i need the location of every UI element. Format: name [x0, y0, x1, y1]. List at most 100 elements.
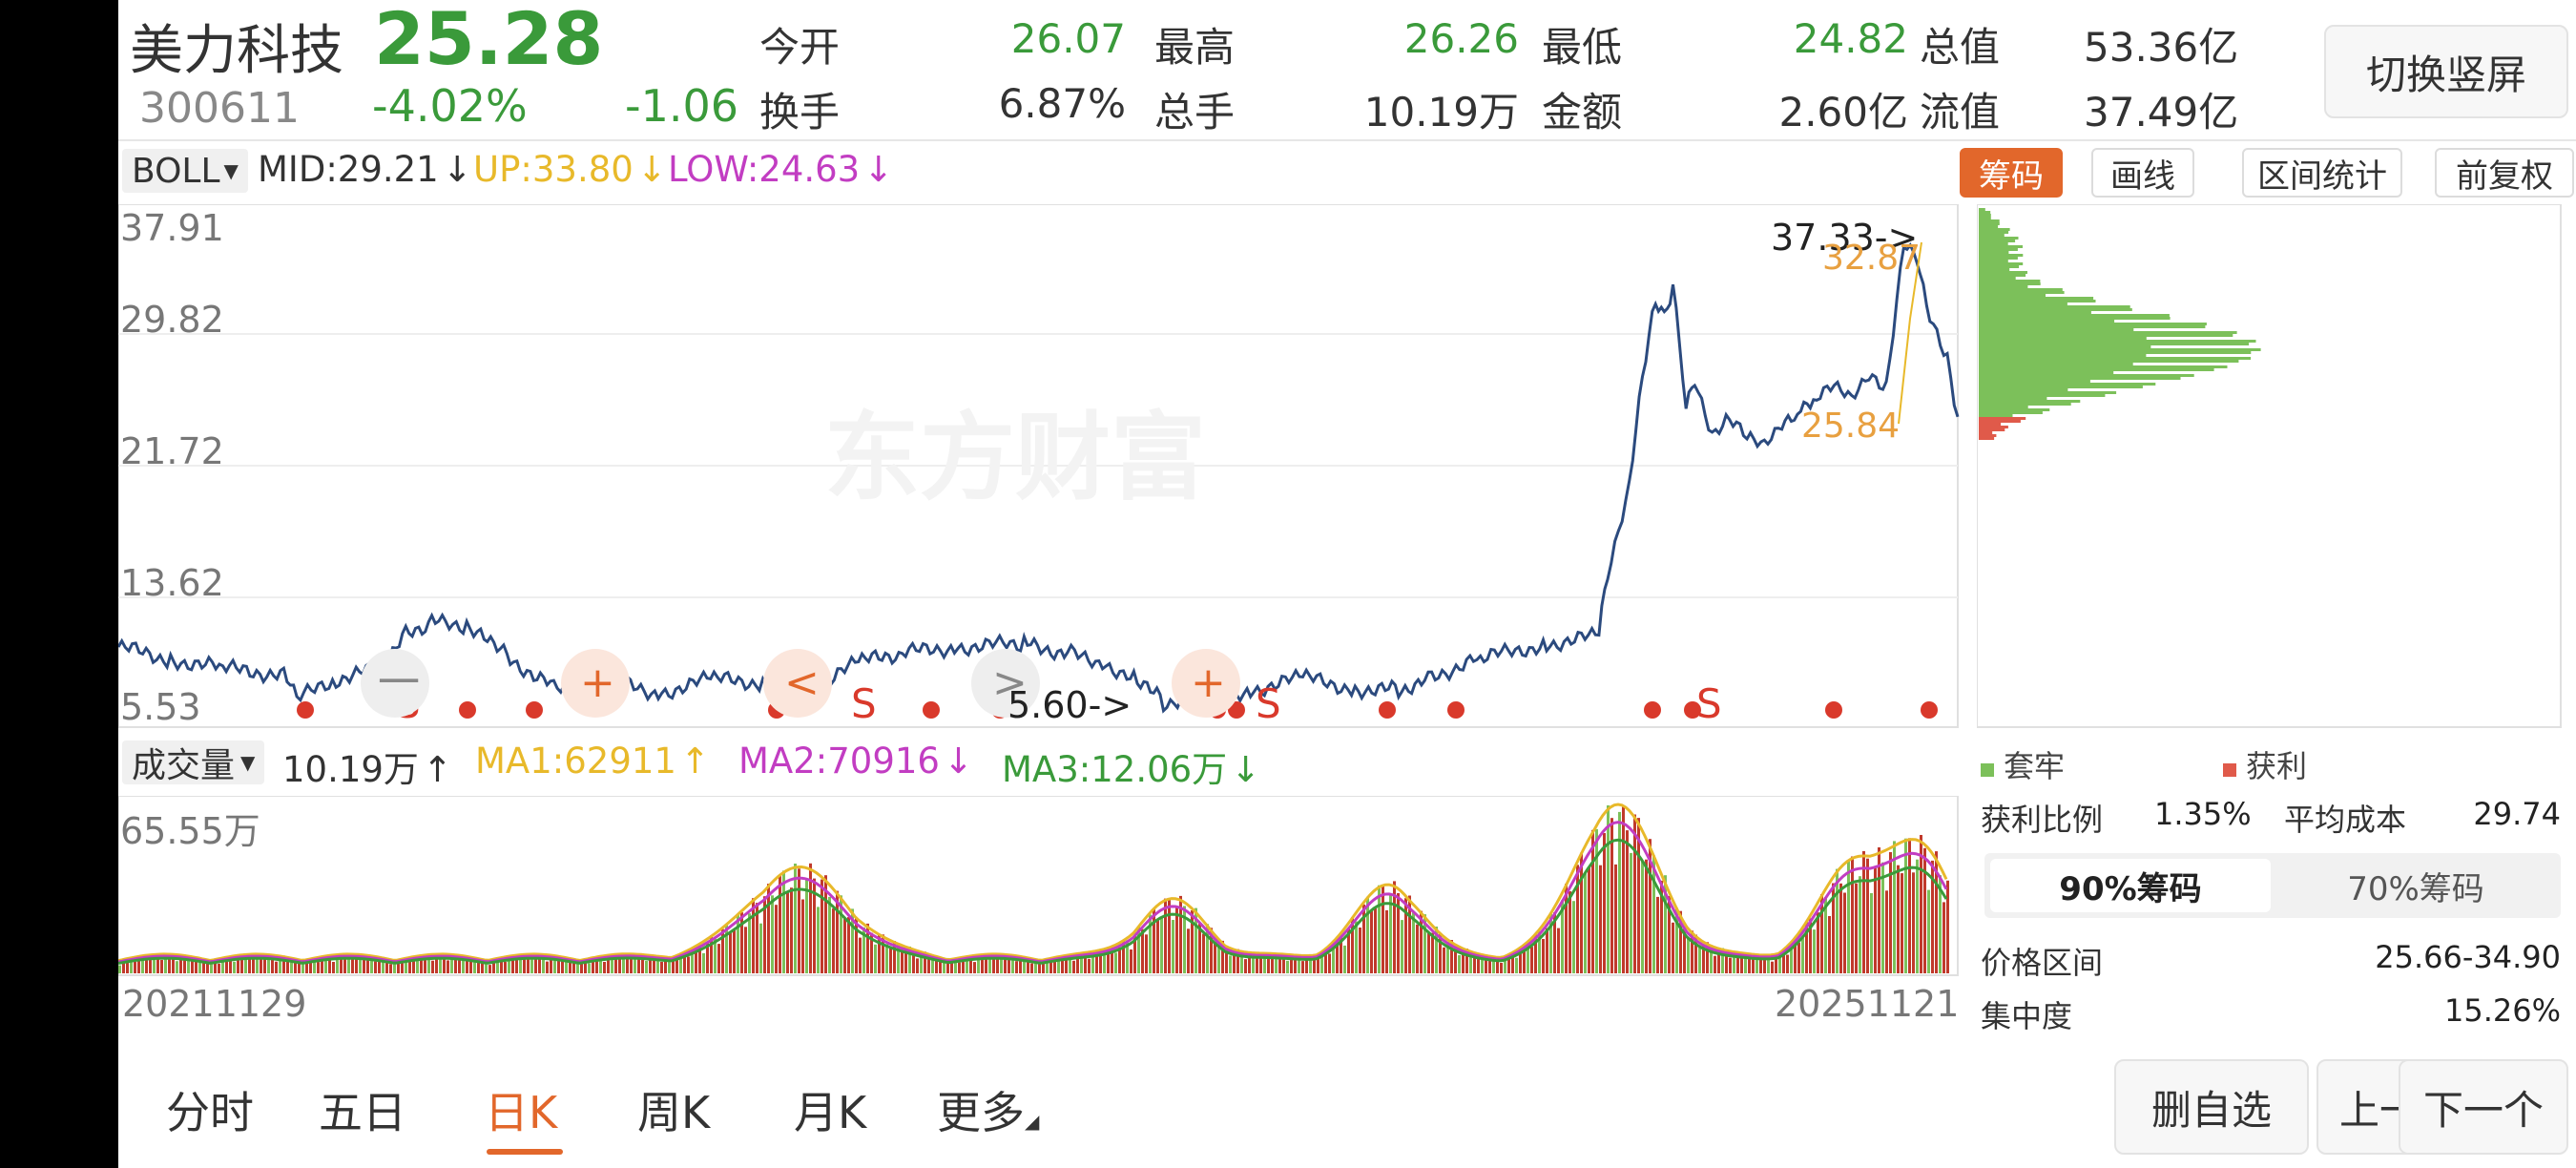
volume-bar	[1236, 949, 1239, 973]
chip-bar	[1979, 365, 2228, 368]
volume-bar	[1126, 940, 1129, 973]
volume-bar	[1740, 956, 1743, 973]
volume-selector[interactable]: 成交量 ▼	[122, 740, 265, 785]
signal-dot	[1644, 701, 1661, 719]
avg-cost-label: 平均成本	[2284, 802, 2407, 838]
volume-bar	[1217, 944, 1220, 973]
volume-bar	[447, 960, 449, 973]
volume-chart[interactable]: 65.55万	[118, 796, 1962, 979]
volume-bar	[714, 938, 717, 973]
volume-bar	[1710, 946, 1713, 973]
volume-bar	[1481, 953, 1484, 973]
volume-bar	[1195, 907, 1197, 973]
volume-bar	[1240, 952, 1243, 973]
volume-bar	[1454, 946, 1457, 973]
volume-bar	[458, 958, 461, 973]
chip-bar	[1979, 208, 1985, 211]
signal-dot	[297, 701, 314, 719]
volume-bar	[1187, 928, 1190, 973]
volume-bar	[1431, 932, 1434, 973]
y-tick: 29.82	[120, 299, 224, 341]
volume-bar	[1908, 838, 1911, 973]
volume-bar	[244, 957, 247, 973]
volume-bar	[1561, 900, 1564, 973]
volume-bar	[405, 962, 407, 973]
volume-bar	[763, 896, 766, 973]
volume-bar	[187, 958, 190, 973]
volume-bar	[1687, 938, 1690, 973]
volume-bar	[229, 958, 232, 973]
tab-daily-k[interactable]: 日K	[485, 1087, 558, 1138]
volume-bar	[462, 959, 465, 973]
volume-bar	[1061, 959, 1064, 973]
tab-chip-70[interactable]: 70%筹码	[2347, 869, 2484, 908]
tab-five-day[interactable]: 五日	[319, 1087, 406, 1138]
tab-forward-adjust[interactable]: 前复权	[2435, 148, 2574, 198]
volume-bar	[679, 953, 682, 973]
volume-bar	[130, 960, 133, 973]
volume-bar	[771, 895, 774, 973]
volume-bar	[1549, 912, 1552, 973]
volume-bar	[874, 944, 877, 973]
chip-bar	[1979, 388, 2068, 391]
tab-monthly-k[interactable]: 月K	[794, 1087, 867, 1138]
volume-bar	[607, 955, 610, 973]
volume-bar	[1084, 954, 1087, 973]
signal-dot	[526, 701, 543, 719]
volume-bar	[1855, 883, 1858, 973]
volume-bar	[1042, 962, 1045, 973]
switch-portrait-button[interactable]: 切换竖屏	[2324, 25, 2568, 118]
tab-weekly-k[interactable]: 周K	[637, 1087, 711, 1138]
chip-bar	[1979, 368, 2214, 371]
chip-bar	[1979, 437, 1995, 440]
chip-bar	[1979, 386, 2143, 388]
tab-chips[interactable]: 筹码	[1960, 148, 2063, 198]
change-percent: -4.02%	[372, 80, 528, 132]
volume-bar	[1885, 890, 1888, 973]
volume-bar	[1904, 838, 1907, 973]
volume-bar	[904, 949, 907, 973]
tab-draw-line[interactable]: 画线	[2091, 148, 2194, 198]
chip-bar	[1979, 391, 2117, 394]
tab-intraday[interactable]: 分时	[166, 1087, 254, 1138]
chip-bar	[1979, 297, 2094, 300]
remove-watchlist-button[interactable]: 删自选	[2114, 1059, 2309, 1155]
volume-bar	[1839, 883, 1842, 973]
tab-range-stats[interactable]: 区间统计	[2242, 148, 2402, 198]
volume-bar	[1053, 957, 1056, 973]
chip-bar	[1979, 423, 2002, 426]
volume-bar	[565, 957, 568, 973]
chip-bar	[1979, 431, 1993, 434]
volume-bar	[954, 958, 957, 973]
volume-bar	[1046, 963, 1049, 973]
stock-name: 美力科技	[130, 20, 343, 82]
volume-bar	[897, 943, 900, 973]
stat-value-turnover: 6.87%	[998, 80, 1126, 127]
volume-selector-label: 成交量	[132, 746, 236, 785]
price-chart[interactable]: 东方财富 S S S S 一 + < > + 37.91 29.82 21.72…	[118, 204, 1962, 731]
boll-selector[interactable]: BOLL ▼	[122, 149, 248, 193]
volume-bar	[1553, 912, 1556, 973]
volume-bar	[641, 954, 644, 973]
volume-bar	[1523, 945, 1526, 973]
volume-bar	[588, 963, 591, 973]
volume-bar	[195, 957, 197, 973]
tab-chip-90[interactable]: 90%筹码	[1990, 859, 2271, 912]
volume-bar	[271, 955, 274, 973]
volume-bar	[645, 961, 648, 973]
volume-bar	[1393, 881, 1396, 973]
volume-bar	[1515, 957, 1518, 973]
volume-bar	[137, 956, 140, 973]
legend-swatch	[1981, 763, 1994, 777]
volume-bar	[1832, 883, 1835, 973]
volume-bar	[370, 955, 373, 973]
tab-more[interactable]: 更多◢	[937, 1087, 1040, 1138]
chip-bar	[1979, 219, 2000, 222]
volume-bar	[206, 962, 209, 973]
change-amount: -1.06	[624, 80, 738, 132]
volume-bar	[1355, 921, 1358, 973]
boll-up: UP:33.80 ↓	[473, 149, 667, 190]
next-button[interactable]: 下一个	[2399, 1059, 2568, 1155]
plus-icon: +	[580, 658, 615, 707]
volume-bar	[347, 959, 350, 973]
